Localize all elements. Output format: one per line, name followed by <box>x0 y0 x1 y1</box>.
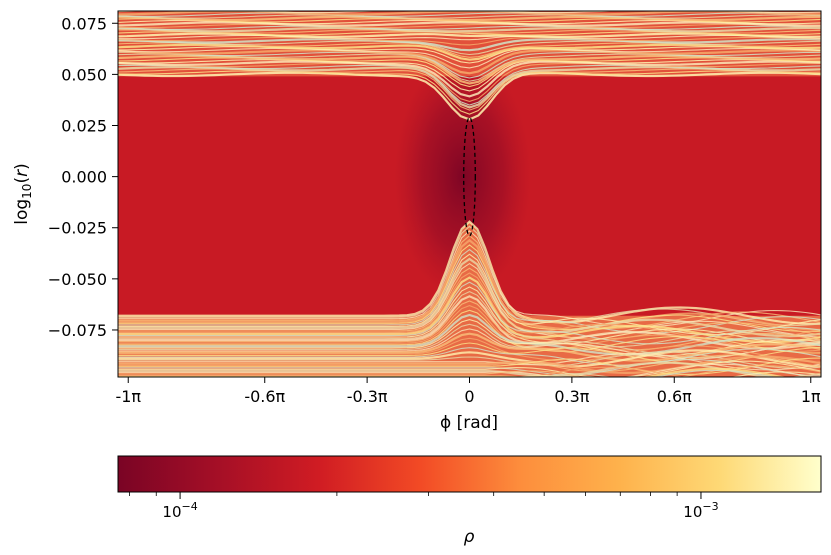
colorbar-minor-ticks <box>129 492 678 496</box>
lower-streamline <box>118 305 821 352</box>
lower-streamline-band <box>118 220 821 377</box>
upper-streamline <box>118 36 821 46</box>
lower-streamline <box>118 238 821 331</box>
upper-streamline <box>118 21 821 27</box>
lower-streamline <box>118 230 821 328</box>
lower-streamline <box>118 323 821 359</box>
lower-streamline <box>118 244 821 333</box>
lower-streamline <box>118 319 821 357</box>
upper-streamline <box>118 62 821 102</box>
colorbar-label: ρ <box>464 527 475 547</box>
lower-streamline <box>118 363 817 377</box>
x-tick-label: 0 <box>464 387 474 406</box>
lower-streamline <box>118 300 821 351</box>
y-tick-label: 0.075 <box>61 14 107 33</box>
lower-streamline <box>118 313 821 356</box>
upper-streamline <box>118 49 821 75</box>
colorbar-tick-label: 10−3 <box>683 500 718 521</box>
upper-streamline <box>118 60 821 98</box>
upper-streamline <box>251 11 775 12</box>
lower-streamline <box>118 262 821 339</box>
upper-streamline <box>118 40 821 56</box>
upper-streamline <box>118 71 821 121</box>
upper-streamline <box>118 38 821 52</box>
upper-streamline <box>118 42 821 58</box>
lower-streamline <box>118 359 821 377</box>
upper-streamline-band <box>118 11 821 121</box>
upper-streamline <box>118 64 821 106</box>
lower-streamline <box>118 332 821 362</box>
lower-streamline <box>118 267 821 340</box>
y-tick-label: −0.025 <box>48 219 107 238</box>
lower-streamline <box>118 286 821 346</box>
lower-streamline <box>118 309 821 354</box>
y-axis-label: log10(r) <box>12 163 34 224</box>
colorbar-tick-label: 10−4 <box>162 500 197 521</box>
colorbar-gradient <box>118 456 821 492</box>
upper-streamline <box>118 29 821 34</box>
lower-streamline <box>118 290 821 348</box>
y-tick-label: −0.050 <box>48 270 107 289</box>
upper-streamline <box>118 53 821 82</box>
dark-density-shadow <box>394 53 531 300</box>
colorbar: 10−4 10−3 ρ <box>117 455 822 547</box>
x-axis-label: ϕ [rad] <box>440 413 498 433</box>
lower-streamline <box>118 295 821 350</box>
lower-streamline <box>118 349 821 368</box>
x-tick-label: -0.6π <box>244 387 285 406</box>
heatmap-plot: -1π -0.6π -0.3π 0 0.3π 0.6π 1π 0.075 0.050 0.025… <box>12 10 822 433</box>
upper-streamline <box>118 34 821 41</box>
upper-streamline <box>118 51 821 79</box>
heatmap-field <box>118 11 821 377</box>
upper-streamline <box>118 26 821 33</box>
x-tick-label: -0.3π <box>347 387 388 406</box>
upper-streamline <box>118 25 821 30</box>
upper-streamline <box>118 12 821 17</box>
lower-streamline <box>653 369 778 377</box>
x-tick-label: -1π <box>115 387 141 406</box>
colorbar-frame <box>117 455 822 493</box>
upper-streamline <box>118 15 821 22</box>
upper-streamline <box>118 23 821 29</box>
upper-streamline <box>118 70 821 115</box>
upper-streamline <box>118 14 821 19</box>
upper-streamline <box>118 46 821 64</box>
lower-streamline <box>118 357 821 375</box>
lower-streamline <box>118 220 821 325</box>
upper-streamline <box>118 18 821 23</box>
upper-streamline <box>118 59 821 92</box>
lower-streamline <box>118 337 821 363</box>
y-axis-ticks: 0.075 0.050 0.025 0.000 −0.025 −0.050 −0.075 <box>48 14 118 340</box>
lower-streamline <box>118 367 788 377</box>
lower-streamline <box>118 347 821 366</box>
colorbar-major-ticks: 10−4 10−3 <box>162 492 719 521</box>
lower-streamline <box>118 351 821 369</box>
lower-streamline <box>118 225 821 326</box>
x-tick-label: 1π <box>801 387 821 406</box>
lower-streamline <box>118 234 821 329</box>
lower-streamline <box>118 366 821 377</box>
lower-streamline <box>118 354 821 372</box>
lower-band-fill <box>118 221 821 377</box>
lower-streamline <box>118 328 821 360</box>
dashed-ellipse-marker <box>463 116 476 237</box>
x-tick-label: 0.6π <box>657 387 692 406</box>
y-tick-label: −0.075 <box>48 321 107 340</box>
lower-streamline <box>118 355 821 375</box>
y-tick-label: 0.000 <box>61 168 107 187</box>
y-tick-label: 0.025 <box>61 117 107 136</box>
x-tick-label: 0.3π <box>554 387 589 406</box>
lower-streamline <box>118 365 821 377</box>
lower-streamline <box>118 361 821 377</box>
x-axis-ticks: -1π -0.6π -0.3π 0 0.3π 0.6π 1π <box>115 377 821 406</box>
y-tick-label: 0.050 <box>61 65 107 84</box>
upper-streamline <box>118 47 821 69</box>
lower-streamline <box>118 248 821 334</box>
